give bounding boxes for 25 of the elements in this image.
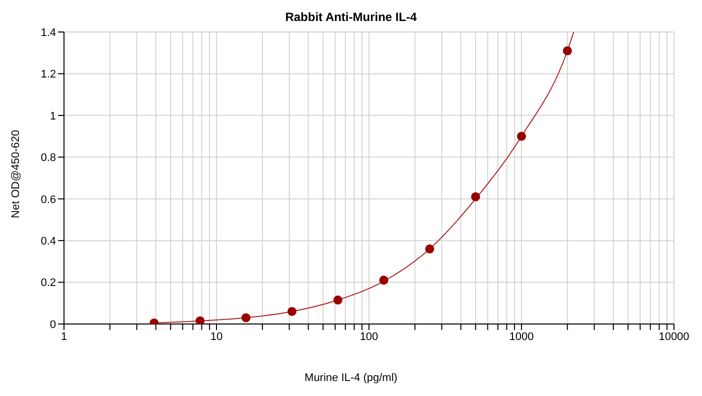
point [379, 276, 388, 285]
y-tick-label: 1.2 [40, 68, 56, 81]
chart-title: Rabbit Anti-Murine IL-4 [284, 10, 418, 24]
point [471, 192, 480, 202]
y-tick-label: 0.8 [40, 152, 56, 164]
x-tick-label: 10 [210, 330, 223, 343]
y-tick-label: 0.6 [40, 194, 56, 206]
y-tick-label: 1.4 [40, 26, 56, 39]
point [425, 244, 434, 254]
x-tick-label: 10000 [658, 330, 690, 343]
y-tick-label: 0.4 [40, 235, 56, 248]
x-tick-label: 1000 [509, 330, 534, 343]
y-tick-label: 1 [50, 110, 56, 122]
x-tick-label: 100 [360, 330, 378, 343]
x-axis-title: Murine IL-4 (pg/ml) [304, 372, 398, 384]
point [333, 296, 342, 305]
y-tick-label: 0 [50, 318, 56, 331]
point [562, 46, 572, 56]
point [196, 316, 205, 324]
x-tick-label: 1 [60, 330, 68, 343]
point [287, 306, 296, 316]
point [241, 313, 250, 322]
y-tick-label: 0.2 [40, 277, 56, 290]
y-axis-title: Net OD@450-620 [10, 128, 22, 220]
point [516, 132, 526, 141]
